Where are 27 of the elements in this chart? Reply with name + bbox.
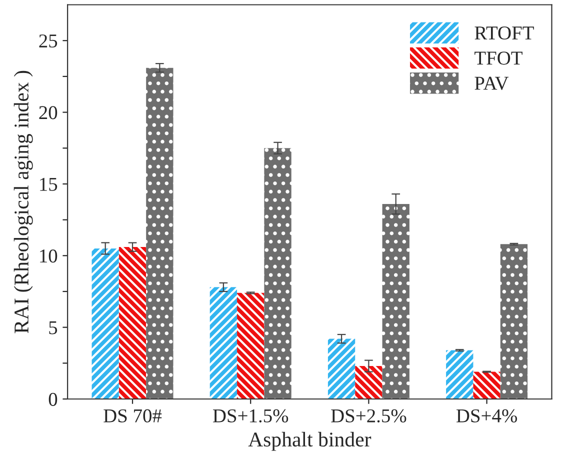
y-tick-label: 15: [40, 178, 58, 191]
x-tick-label: DS 70#: [104, 409, 162, 422]
bar: [500, 244, 528, 399]
x-tick-label: DS+4%: [456, 409, 517, 422]
y-axis-title: RAI (Rheological aging index ): [14, 70, 33, 334]
legend-label: RTOFT: [474, 26, 534, 40]
y-tick-label: 5: [49, 321, 58, 334]
bar: [146, 68, 174, 399]
bar: [382, 204, 410, 399]
bar: [237, 292, 264, 399]
x-axis-title: Asphalt binder: [248, 432, 372, 451]
legend-label: TFOT: [474, 52, 522, 65]
y-tick-label: 0: [48, 392, 58, 406]
bar: [446, 350, 474, 399]
bar: [328, 338, 356, 399]
x-tick-label: DS+2.5%: [331, 409, 406, 422]
bar: [264, 148, 292, 399]
bar: [118, 247, 146, 399]
bar: [355, 366, 382, 399]
y-tick-label: 10: [40, 249, 58, 263]
bar: [473, 372, 500, 399]
x-tick-label: DS+1.5%: [213, 409, 288, 422]
bar: [210, 287, 238, 399]
y-tick-label: 20: [39, 106, 58, 120]
legend-label: PAV: [474, 76, 509, 90]
bar: [92, 248, 119, 399]
y-tick-label: 25: [39, 34, 58, 48]
